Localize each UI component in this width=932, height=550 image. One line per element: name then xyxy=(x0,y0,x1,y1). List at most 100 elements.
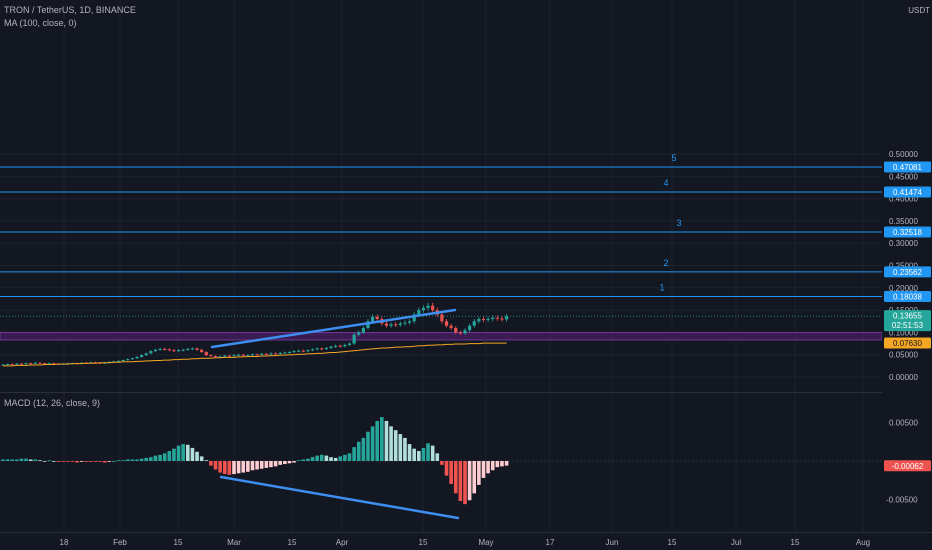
candle-body xyxy=(454,327,458,333)
candle-body xyxy=(121,360,125,362)
price-tick-label: 0.35000 xyxy=(889,217,918,226)
candle-body xyxy=(389,324,393,326)
candle-body xyxy=(195,348,199,350)
candle-body xyxy=(306,350,310,352)
level-tag-4: 0.41474 xyxy=(893,188,922,197)
macd-bar xyxy=(430,445,435,461)
macd-bar xyxy=(324,455,329,461)
time-tick-label: 18 xyxy=(60,538,69,547)
level-tag-5: 0.47081 xyxy=(893,163,922,172)
time-tick-label: 15 xyxy=(419,538,428,547)
time-tick-label: Apr xyxy=(336,538,349,547)
macd-bar xyxy=(384,420,389,461)
macd-bar xyxy=(250,461,255,471)
macd-bar xyxy=(343,454,347,461)
macd-bar xyxy=(426,443,430,461)
macd-bar xyxy=(486,461,490,474)
candle-body xyxy=(491,317,495,320)
macd-bar xyxy=(356,441,361,461)
candle-body xyxy=(269,353,273,355)
macd-tick-label: 0.00500 xyxy=(889,419,918,428)
macd-bar xyxy=(79,461,84,462)
macd-bar xyxy=(366,431,370,461)
macd-bar xyxy=(444,461,449,476)
macd-bar xyxy=(301,459,306,461)
candle-body xyxy=(227,355,231,357)
macd-bar xyxy=(121,460,125,462)
time-tick-label: Aug xyxy=(856,538,870,547)
price-axis[interactable] xyxy=(882,0,932,532)
price-candles xyxy=(1,302,509,366)
candle-body xyxy=(130,358,134,360)
macd-bar xyxy=(504,461,509,466)
macd-bar xyxy=(338,456,343,461)
macd-bar xyxy=(287,461,292,464)
candle-body xyxy=(310,349,315,351)
macd-bar xyxy=(158,454,162,461)
ma-legend[interactable]: MA (100, close, 0) xyxy=(4,18,77,28)
macd-bar xyxy=(310,457,315,461)
macd-bar xyxy=(380,417,384,461)
candle-body xyxy=(375,316,379,320)
candle-body xyxy=(52,363,56,365)
candle-body xyxy=(163,348,167,350)
candle-body xyxy=(241,354,245,356)
candle-body xyxy=(167,349,171,351)
support-zone xyxy=(0,331,883,341)
candle-body xyxy=(468,325,472,331)
candle-body xyxy=(495,317,499,319)
macd-bar xyxy=(167,450,172,461)
macd-bar xyxy=(477,461,481,485)
candle-body xyxy=(477,319,481,322)
level-label-4: 4 xyxy=(663,178,668,188)
candle-body xyxy=(347,343,352,345)
macd-bar xyxy=(435,453,440,461)
candle-body xyxy=(264,353,268,355)
candle-body xyxy=(176,350,181,352)
macd-bar xyxy=(130,459,135,461)
candle-body xyxy=(361,327,365,333)
candle-body xyxy=(250,354,255,356)
price-trendline xyxy=(210,308,457,349)
symbol-legend[interactable]: TRON / TetherUS, 1D, BINANCE xyxy=(4,5,136,15)
candle-body xyxy=(15,363,19,365)
candle-body xyxy=(297,350,301,352)
candle-body xyxy=(472,321,476,326)
macd-bar xyxy=(467,461,472,501)
candle-body xyxy=(287,352,292,354)
candle-body xyxy=(486,319,490,321)
candle-body xyxy=(126,359,130,361)
candle-body xyxy=(98,362,102,364)
macd-bar xyxy=(449,461,453,485)
macd-bar xyxy=(56,461,61,462)
macd-bar xyxy=(389,426,393,461)
candle-body xyxy=(116,360,121,362)
current-price-tag-bg xyxy=(884,310,931,332)
macd-bar xyxy=(70,461,75,462)
candle-body xyxy=(398,323,402,325)
candle-body xyxy=(449,325,453,328)
macd-bar xyxy=(333,457,338,461)
level-tag-1: 0.18038 xyxy=(893,293,922,302)
macd-value-tag-bg xyxy=(884,460,931,472)
macd-bar xyxy=(463,461,467,505)
macd-bar xyxy=(375,420,380,461)
candle-body xyxy=(315,348,319,350)
level-label-3: 3 xyxy=(676,218,681,228)
macd-bar xyxy=(135,459,139,461)
macd-bar xyxy=(407,444,412,461)
time-axis[interactable] xyxy=(0,532,932,550)
candle-body xyxy=(352,334,356,344)
price-tags: 0.18038 0.23562 0.32518 0.41474 0.47081 0.136… xyxy=(884,161,931,472)
candle-body xyxy=(255,354,259,356)
macd-bar xyxy=(186,444,190,461)
macd-bar xyxy=(162,453,167,461)
candle-body xyxy=(324,348,328,350)
level-tag-2-bg xyxy=(884,266,931,278)
macd-bar xyxy=(421,447,426,461)
macd-bar xyxy=(393,430,398,461)
macd-bar xyxy=(296,460,301,462)
macd-legend[interactable]: MACD (12, 26, close, 9) xyxy=(4,398,101,408)
time-tick-label: Mar xyxy=(227,538,241,547)
